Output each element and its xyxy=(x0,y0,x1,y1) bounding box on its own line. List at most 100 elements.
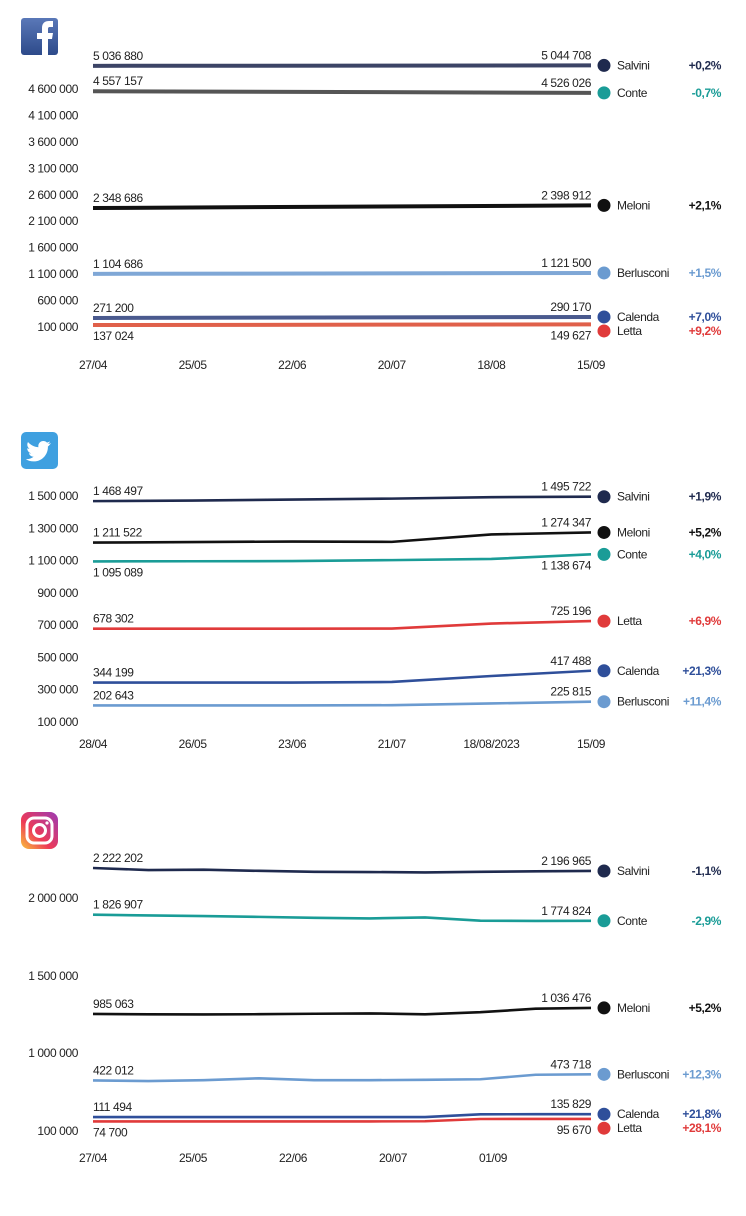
legend-change: +1,9% xyxy=(689,490,722,504)
series-line-meloni xyxy=(92,1006,592,1016)
legend-dot xyxy=(597,86,611,100)
end-value-label: 725 196 xyxy=(550,604,591,618)
legend-dot xyxy=(597,58,611,72)
instagram-icon xyxy=(21,812,58,849)
series-line-berlusconi xyxy=(93,700,592,707)
y-tick-label: 2 100 000 xyxy=(28,214,79,228)
x-tick-label: 26/05 xyxy=(179,737,208,751)
y-tick-label: 1 300 000 xyxy=(28,521,79,535)
y-tick-label: 1 100 000 xyxy=(28,267,79,281)
twitter-bird-glyph xyxy=(25,441,51,462)
legend-dot xyxy=(597,310,611,324)
legend-change: +9,2% xyxy=(689,324,722,338)
end-value-label: 149 627 xyxy=(550,328,591,342)
y-tick-label: 300 000 xyxy=(37,683,78,697)
series-line-letta xyxy=(92,322,592,328)
legend-change: +2,1% xyxy=(689,198,722,212)
end-value-label: 225 815 xyxy=(550,685,591,699)
facebook-icon xyxy=(21,18,58,55)
end-value-label: 5 044 708 xyxy=(541,48,592,62)
y-tick-label: 900 000 xyxy=(37,586,78,600)
twitter-icon xyxy=(21,432,58,469)
x-tick-label: 25/05 xyxy=(179,358,208,372)
y-tick-label: 1 600 000 xyxy=(28,241,79,255)
legend-change: +5,2% xyxy=(689,525,722,539)
legend-name: Conte xyxy=(617,914,648,928)
legend-change: +5,2% xyxy=(689,1001,722,1015)
x-tick-label: 22/06 xyxy=(279,1151,308,1165)
series-line-meloni xyxy=(92,531,592,544)
legend-name: Berlusconi xyxy=(617,695,669,709)
series-line-calenda xyxy=(93,1112,591,1119)
legend-change: -0,7% xyxy=(692,86,722,100)
legend-dot xyxy=(597,1107,611,1121)
legend-change: +0,2% xyxy=(689,58,722,72)
start-value-label: 4 557 157 xyxy=(93,74,144,88)
start-value-label: 678 302 xyxy=(93,612,134,626)
y-tick-label: 600 000 xyxy=(37,294,78,308)
legend-name: Letta xyxy=(617,614,642,628)
start-value-label: 111 494 xyxy=(93,1100,133,1114)
start-value-label: 422 012 xyxy=(93,1063,134,1077)
end-value-label: 95 670 xyxy=(557,1123,592,1137)
x-tick-label: 25/05 xyxy=(179,1151,208,1165)
legend-dot xyxy=(597,266,611,280)
end-value-label: 1 121 500 xyxy=(541,256,592,270)
start-value-label: 271 200 xyxy=(93,301,134,315)
series-line-conte xyxy=(92,553,592,563)
legend-name: Calenda xyxy=(617,310,660,324)
end-value-label: 290 170 xyxy=(550,300,591,314)
end-value-label: 1 274 347 xyxy=(541,515,592,529)
start-value-label: 2 348 686 xyxy=(93,191,144,205)
start-value-label: 74 700 xyxy=(93,1125,128,1139)
y-tick-label: 3 100 000 xyxy=(28,161,79,175)
legend-name: Calenda xyxy=(617,1107,660,1121)
x-tick-label: 20/07 xyxy=(378,358,407,372)
chart-panel-twitter: 1 500 000 1 300 000 1 100 000 900 000 700 00… xyxy=(21,432,722,751)
legend-name: Salvini xyxy=(617,58,650,72)
x-tick-label: 27/04 xyxy=(79,358,108,372)
x-tick-label: 20/07 xyxy=(379,1151,408,1165)
legend-name: Letta xyxy=(617,1121,642,1135)
facebook-f-glyph xyxy=(37,21,53,55)
x-tick-label: 22/06 xyxy=(278,358,307,372)
y-tick-label: 500 000 xyxy=(37,650,78,664)
instagram-camera-outline xyxy=(25,816,54,845)
start-value-label: 1 211 522 xyxy=(93,526,143,540)
legend-name: Meloni xyxy=(617,525,650,539)
y-tick-label: 4 100 000 xyxy=(28,108,79,122)
y-tick-label: 3 600 000 xyxy=(28,135,79,149)
end-value-label: 417 488 xyxy=(550,654,591,668)
chart-panel-facebook: 4 600 000 4 100 000 3 600 000 3 100 000 2 60… xyxy=(21,18,722,372)
legend-change: +21,8% xyxy=(682,1107,721,1121)
x-tick-label: 21/07 xyxy=(378,737,407,751)
start-value-label: 137 024 xyxy=(93,329,134,343)
legend-dot xyxy=(597,525,611,539)
start-value-label: 5 036 880 xyxy=(93,49,144,63)
legend-name: Conte xyxy=(617,86,648,100)
instagram-icon-bg xyxy=(21,812,58,849)
y-tick-label: 1 500 000 xyxy=(28,489,79,503)
series-line-conte xyxy=(92,913,592,923)
legend-name: Letta xyxy=(617,324,642,338)
legend-dot xyxy=(597,914,611,928)
legend-change: +1,5% xyxy=(689,266,722,280)
legend-change: +4,0% xyxy=(689,547,722,561)
legend-name: Meloni xyxy=(617,1001,650,1015)
y-tick-label: 2 600 000 xyxy=(28,188,79,202)
end-value-label: 1 036 476 xyxy=(541,991,592,1005)
start-value-label: 1 826 907 xyxy=(93,898,144,912)
x-tick-label: 15/09 xyxy=(577,737,606,751)
legend-name: Meloni xyxy=(617,198,650,212)
legend-name: Salvini xyxy=(617,864,650,878)
legend-change: +12,3% xyxy=(682,1067,721,1081)
legend-name: Salvini xyxy=(617,490,650,504)
y-tick-label: 1 100 000 xyxy=(28,554,79,568)
x-tick-label: 18/08/2023 xyxy=(463,737,520,751)
legend-dot xyxy=(597,1001,611,1015)
start-value-label: 1 468 497 xyxy=(93,484,144,498)
end-value-label: 2 398 912 xyxy=(541,188,592,202)
start-value-label: 202 643 xyxy=(93,688,134,702)
